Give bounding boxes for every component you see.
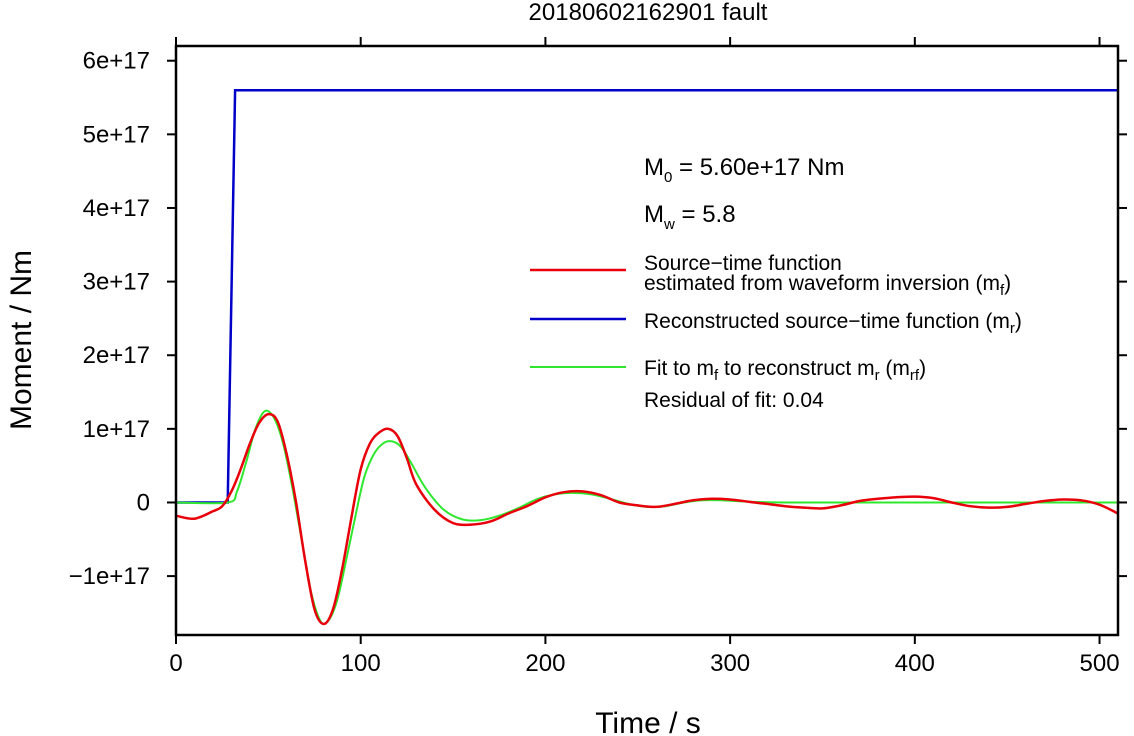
x-tick-label: 0: [169, 650, 182, 677]
plot-frame: [174, 44, 1120, 637]
x-tick-label: 200: [525, 650, 565, 677]
y-tick-label: 4e+17: [83, 195, 150, 222]
y-tick-label: 3e+17: [83, 269, 150, 296]
moment-magnitude-annotation: Mw = 5.8: [644, 201, 736, 233]
series-line-mr: [176, 88, 1118, 504]
x-axis: 0 100 200 300 400 500: [169, 37, 1120, 677]
chart-title: 20180602162901 fault: [529, 0, 768, 26]
legend-label-mf: Source−time function: [644, 252, 842, 275]
x-tick-label: 300: [710, 650, 750, 677]
x-tick-label: 500: [1080, 650, 1120, 677]
series-line-mf: [175, 412, 1119, 626]
legend-label-mrf: Fit to mf to reconstruct mr (mrf): [644, 357, 926, 384]
y-axis-title: Moment / Nm: [5, 250, 38, 430]
y-tick-label: 1e+17: [83, 416, 150, 443]
series-line-mrf: [175, 409, 1118, 626]
residual-label: Residual of fit: 0.04: [644, 389, 824, 412]
legend-label-mr: Reconstructed source−time function (mr): [644, 310, 1022, 337]
y-tick-label: −1e+17: [69, 563, 150, 590]
y-axis: −1e+17 0 1e+17 2e+17 3e+17 4e+17 5e+17 6e+17: [69, 48, 1127, 590]
y-tick-label: 5e+17: [83, 121, 150, 148]
x-tick-label: 400: [895, 650, 935, 677]
plot-lines: [175, 88, 1119, 626]
seismic-moment-annotation: M0 = 5.60e+17 Nm: [644, 154, 844, 186]
x-axis-title: Time / s: [595, 707, 701, 736]
x-tick-label: 100: [341, 650, 381, 677]
y-tick-label: 6e+17: [83, 48, 150, 75]
y-tick-label: 0: [137, 489, 150, 516]
y-tick-label: 2e+17: [83, 342, 150, 369]
legend-label-mf: estimated from waveform inversion (mf): [644, 272, 1011, 299]
